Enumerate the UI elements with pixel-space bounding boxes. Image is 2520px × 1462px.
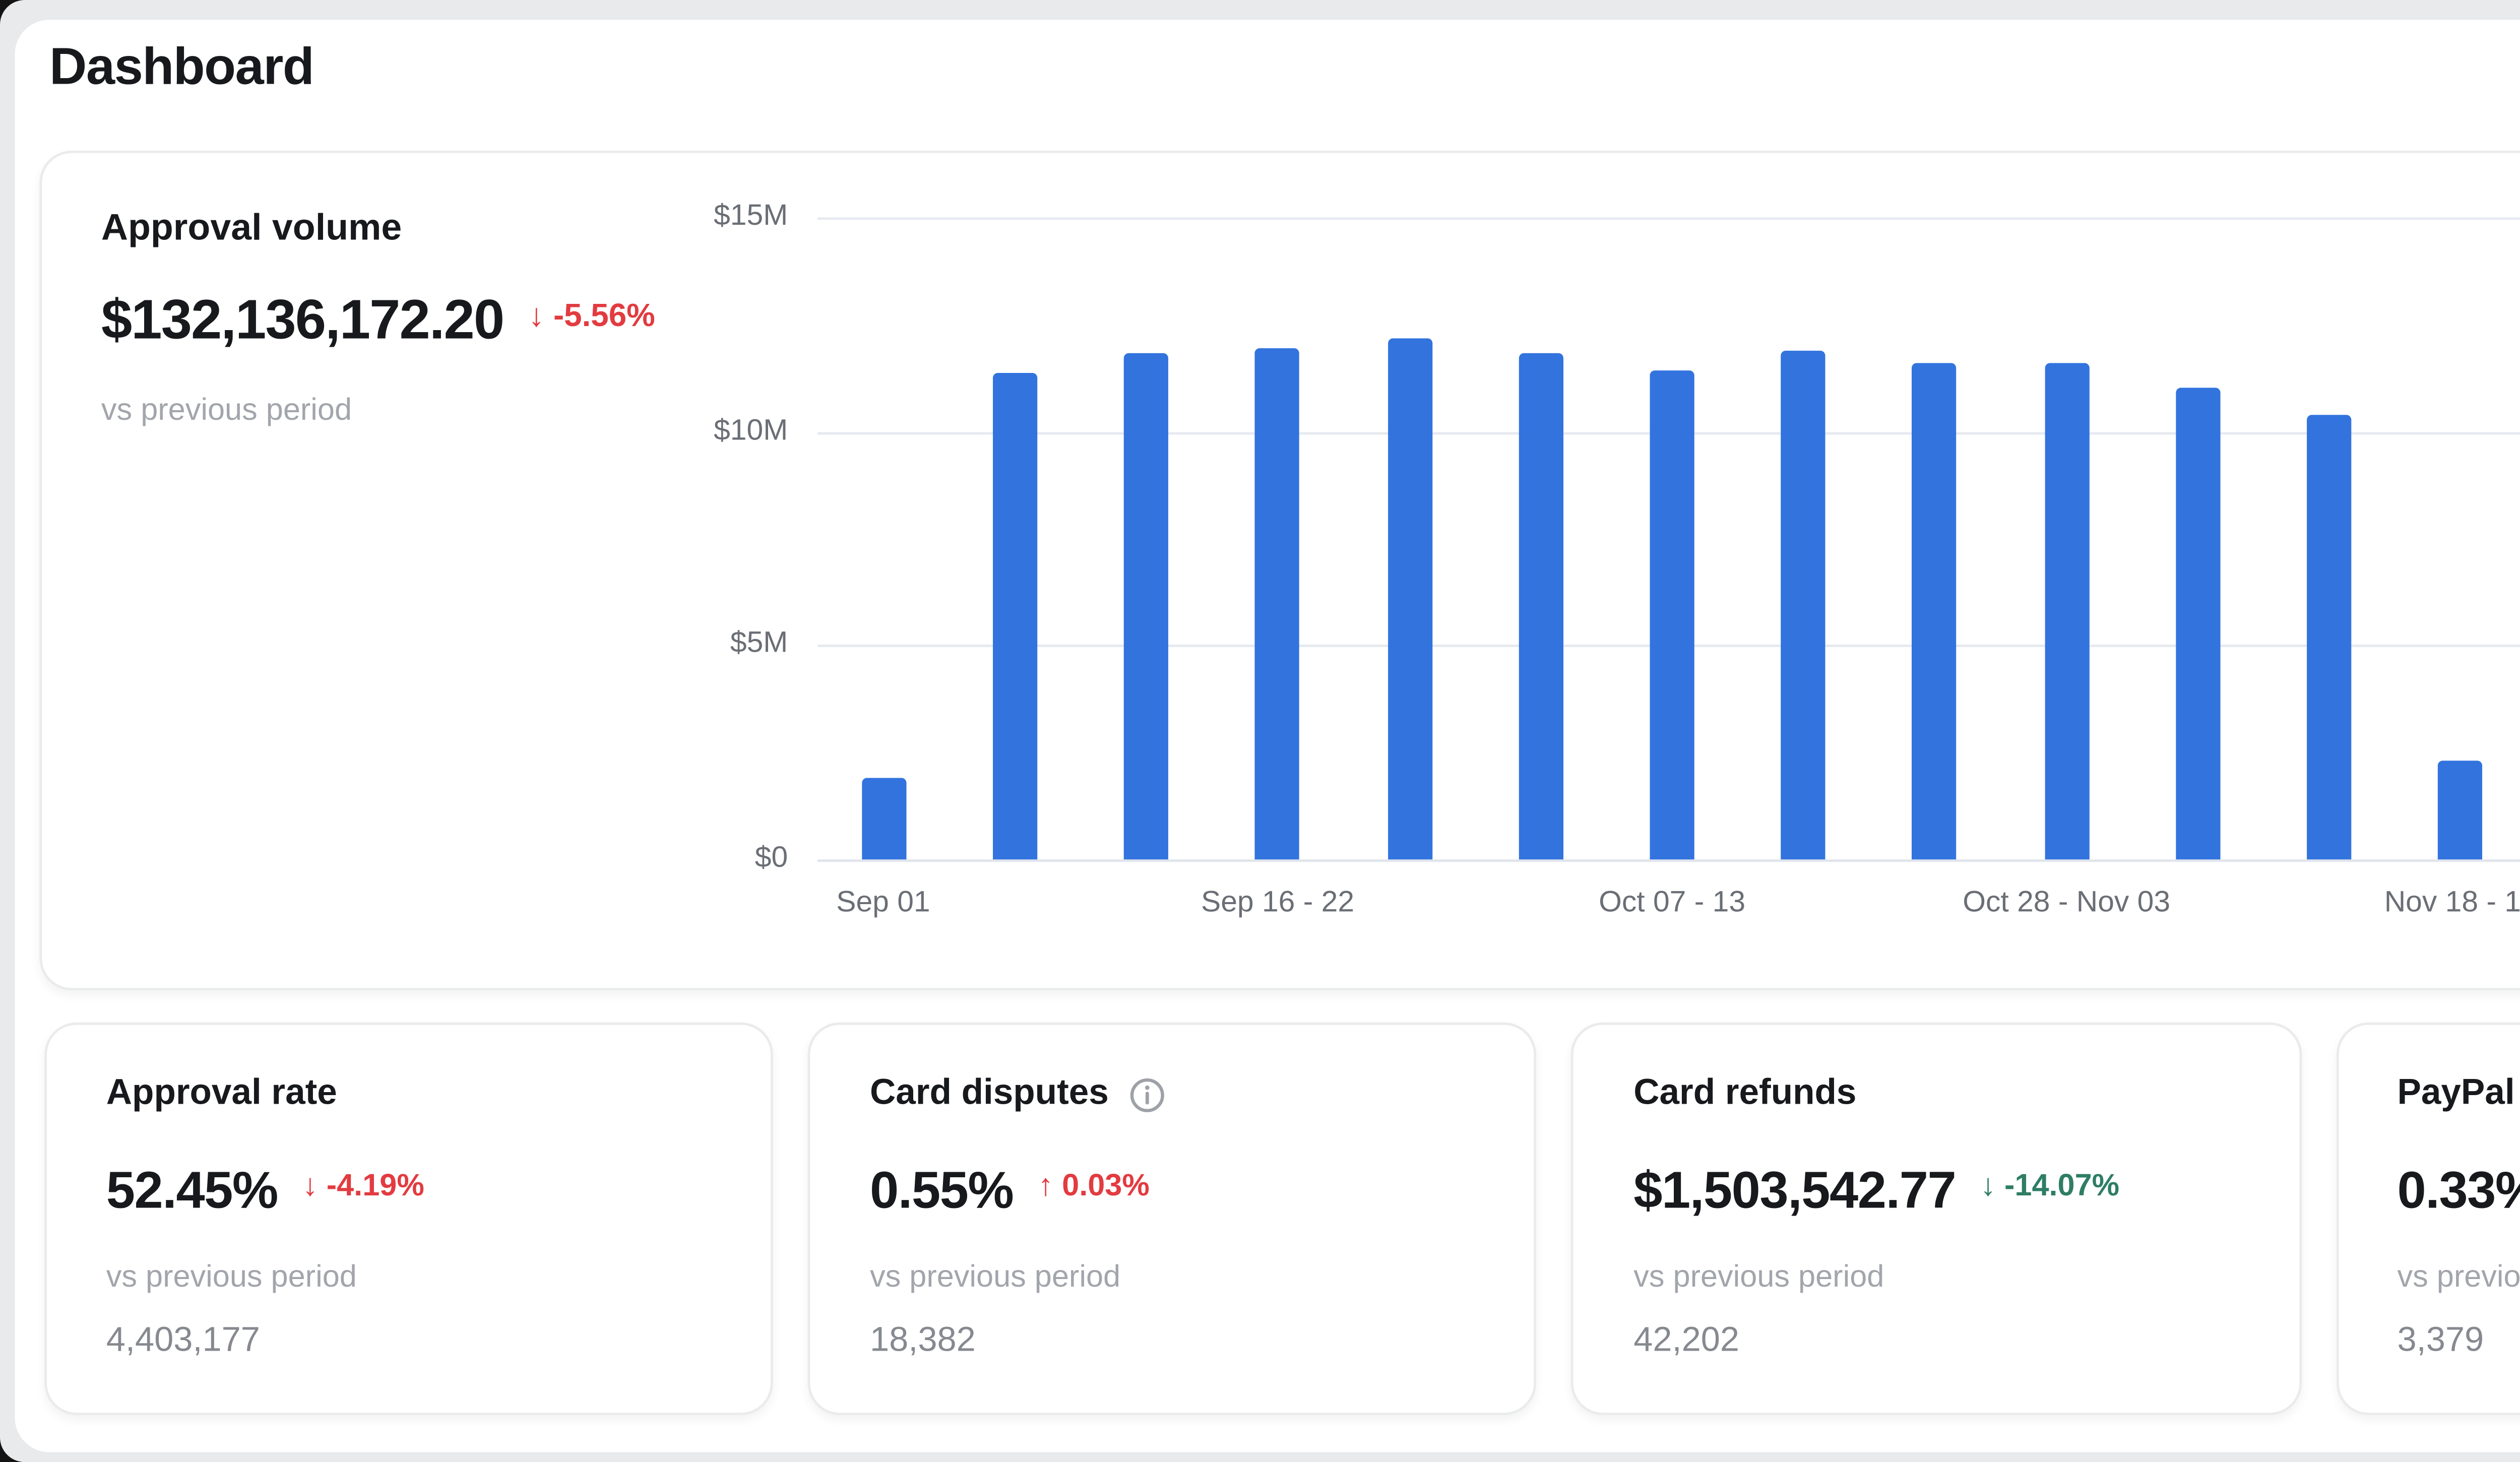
kpi-card-card-disputes: Card disputes 0.55% ↑ 0.03% xyxy=(808,1022,1538,1415)
kpi-compare-label: vs previous period xyxy=(106,1259,357,1294)
bar[interactable] xyxy=(2307,414,2352,860)
approval-volume-card: Approval volume $132,136,172.20 ↓ -5.56%… xyxy=(39,150,2520,991)
kpi-title: Card refunds xyxy=(1633,1074,1857,1114)
y-axis-tick: $5M xyxy=(730,625,788,661)
gridline xyxy=(817,217,2520,220)
kpi-row: Approval rate 52.45% ↓ -4.19% vs previou… xyxy=(44,1022,2520,1415)
bar[interactable] xyxy=(992,373,1037,860)
approval-volume-value: $132,136,172.20 xyxy=(101,289,505,351)
bar[interactable] xyxy=(1518,352,1563,860)
bar[interactable] xyxy=(2438,760,2483,860)
kpi-compare-label: vs previous period xyxy=(1633,1259,1884,1294)
bar[interactable] xyxy=(1255,348,1300,860)
arrow-down-icon: ↓ xyxy=(528,296,545,334)
kpi-delta: ↓ -14.07% xyxy=(1980,1168,2120,1203)
kpi-compare-label: vs previous period xyxy=(869,1259,1121,1294)
app-container: Dashboard 01.09.2024 – 19.11.2024 xyxy=(15,20,2520,1452)
x-axis-tick: Oct 07 - 13 xyxy=(1599,884,1746,919)
arrow-down-icon: ↓ xyxy=(302,1168,318,1203)
kpi-title: Approval rate xyxy=(106,1074,337,1114)
x-axis-tick: Oct 28 - Nov 03 xyxy=(1963,884,2171,919)
bar[interactable] xyxy=(2044,362,2089,860)
kpi-compare-label: vs previous period xyxy=(2397,1259,2520,1294)
kpi-count: 18,382 xyxy=(869,1318,976,1359)
kpi-count: 3,379 xyxy=(2397,1318,2484,1359)
arrow-down-icon: ↓ xyxy=(1980,1168,1996,1203)
kpi-card-approval-rate: Approval rate 52.45% ↓ -4.19% vs previou… xyxy=(44,1022,774,1415)
approval-volume-delta: ↓ -5.56% xyxy=(528,296,655,334)
info-icon[interactable] xyxy=(1128,1075,1166,1113)
kpi-value: 52.45% xyxy=(106,1163,279,1220)
x-axis-tick: Sep 16 - 22 xyxy=(1201,884,1355,919)
kpi-delta: ↓ -4.19% xyxy=(302,1168,424,1203)
approval-volume-plot[interactable]: Sep 01 Sep 16 - 22 Oct 07 - 13 Oct 28 - Nov… xyxy=(817,217,2520,958)
bar[interactable] xyxy=(2175,388,2221,860)
bar[interactable] xyxy=(1781,350,1826,860)
arrow-up-icon: ↑ xyxy=(1038,1168,1054,1203)
x-axis-tick: Sep 01 xyxy=(836,884,930,919)
y-axis-tick: $0 xyxy=(754,840,788,874)
kpi-count: 4,403,177 xyxy=(106,1318,261,1359)
approval-volume-title: Approval volume xyxy=(101,207,402,249)
x-axis-tick: Nov 18 - 19 xyxy=(2384,884,2520,919)
bar[interactable] xyxy=(1124,354,1169,860)
kpi-delta: ↑ 0.03% xyxy=(1038,1168,1150,1203)
kpi-title: PayPal disputes xyxy=(2397,1074,2520,1114)
bar[interactable] xyxy=(1650,371,1694,860)
bar[interactable] xyxy=(1387,339,1431,860)
bar[interactable] xyxy=(1913,362,1958,860)
kpi-value: $1,503,542.77 xyxy=(1633,1163,1957,1220)
kpi-card-card-refunds: Card refunds $1,503,542.77 ↓ -14.07% vs … xyxy=(1571,1022,2301,1415)
gridline xyxy=(817,859,2520,862)
approval-volume-chart: Sep 01 Sep 16 - 22 Oct 07 - 13 Oct 28 - Nov… xyxy=(42,153,2520,988)
kpi-title: Card disputes xyxy=(869,1074,1109,1114)
kpi-value: 0.55% xyxy=(869,1163,1014,1220)
kpi-count: 42,202 xyxy=(1633,1318,1740,1359)
page-title: Dashboard xyxy=(49,39,314,97)
approval-volume-compare-label: vs previous period xyxy=(101,393,352,427)
bar[interactable] xyxy=(861,778,906,860)
kpi-card-paypal-disputes: PayPal disputes 0.33% ↓ -0.05% xyxy=(2335,1022,2520,1415)
kpi-value: 0.33% xyxy=(2397,1163,2520,1220)
